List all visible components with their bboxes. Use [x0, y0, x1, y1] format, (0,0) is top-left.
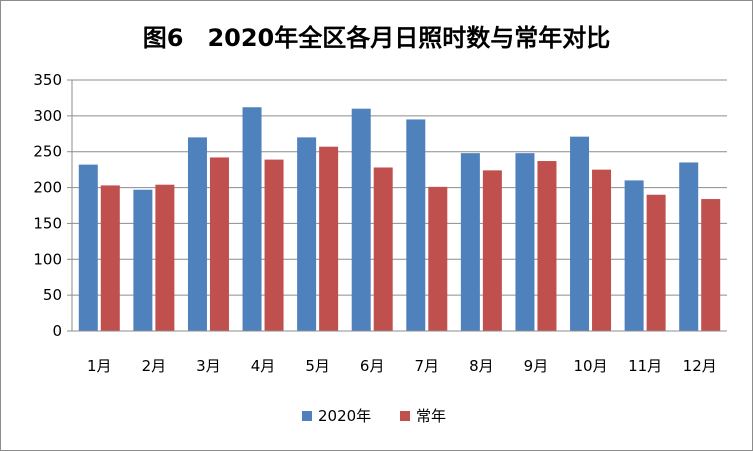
x-tick-label: 3月: [196, 357, 221, 375]
bar-series2: [592, 169, 612, 331]
x-tick-label: 2月: [142, 357, 167, 375]
legend-label: 常年: [416, 407, 446, 425]
bar-series1: [297, 137, 317, 331]
bar-series2: [701, 199, 721, 331]
bar-series2: [100, 185, 120, 331]
bar-series2: [155, 184, 175, 331]
bar-series1: [133, 189, 153, 331]
bar-series2: [646, 194, 666, 331]
legend-swatch: [400, 411, 410, 421]
bar-series2: [373, 167, 393, 331]
bar-series1: [679, 162, 699, 331]
bar-series2: [537, 161, 557, 331]
bars: [78, 107, 721, 331]
x-tick-label: 6月: [360, 357, 385, 375]
legend: 2020年 常年: [302, 407, 446, 425]
y-tick-label: 200: [33, 179, 62, 197]
y-tick-label: 100: [33, 250, 62, 268]
bar-series1: [242, 107, 262, 331]
y-axis: 0 50 100 150 200 250 300 350: [33, 71, 73, 340]
x-axis: 1月 2月 3月 4月 5月 6月 7月 8月 9月 10月 11月 12月: [72, 330, 727, 375]
x-tick-label: 12月: [683, 357, 717, 375]
bar-series1: [624, 180, 644, 331]
bar-series1: [570, 136, 590, 331]
bar-series1: [78, 164, 98, 331]
y-tick-label: 350: [33, 71, 62, 89]
y-tick-label: 150: [33, 214, 62, 232]
x-tick-label: 8月: [469, 357, 494, 375]
legend-swatch: [302, 411, 312, 421]
x-tick-label: 5月: [305, 357, 330, 375]
legend-label: 2020年: [318, 407, 371, 425]
y-tick-label: 50: [43, 286, 62, 304]
bar-series1: [460, 153, 480, 331]
x-tick-label: 10月: [573, 357, 607, 375]
bar-series2: [264, 159, 284, 331]
x-tick-label: 7月: [415, 357, 440, 375]
x-tick-label: 11月: [628, 357, 662, 375]
y-tick-label: 300: [33, 107, 62, 125]
bar-series2: [428, 186, 448, 331]
x-tick-label: 9月: [524, 357, 549, 375]
x-tick-label: 4月: [251, 357, 276, 375]
y-tick-label: 250: [33, 143, 62, 161]
y-gridlines: [72, 79, 727, 332]
bar-series2: [482, 170, 502, 331]
bar-series1: [515, 153, 535, 331]
bar-series2: [319, 146, 339, 331]
bar-series1: [406, 119, 426, 331]
bar-series1: [187, 137, 207, 331]
bar-series2: [209, 157, 229, 331]
bar-series1: [351, 108, 371, 331]
y-tick-label: 0: [52, 322, 62, 340]
chart-title: 图6 2020年全区各月日照时数与常年对比: [142, 24, 611, 52]
x-tick-label: 1月: [87, 357, 112, 375]
